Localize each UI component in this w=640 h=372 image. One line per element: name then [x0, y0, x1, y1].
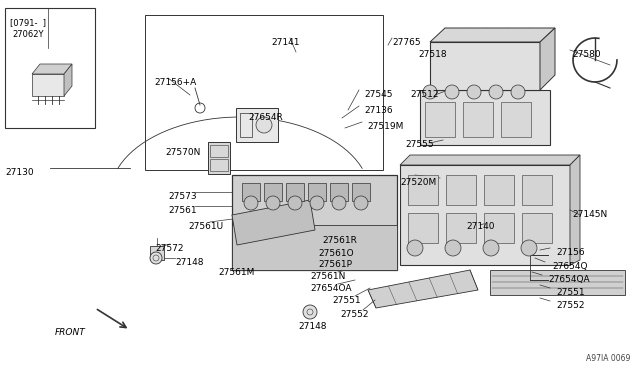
Circle shape [521, 240, 537, 256]
Circle shape [256, 117, 272, 133]
Bar [352, 183, 370, 201]
Bar [240, 113, 252, 137]
Circle shape [150, 252, 162, 264]
Bar [400, 165, 570, 265]
Circle shape [354, 196, 368, 210]
Bar [484, 175, 514, 205]
Text: 27148: 27148 [175, 258, 204, 267]
Text: 27561R: 27561R [322, 236, 357, 245]
Text: 27570N: 27570N [165, 148, 200, 157]
Text: 27654R: 27654R [248, 113, 283, 122]
Circle shape [489, 85, 503, 99]
Circle shape [407, 240, 423, 256]
Text: 27572: 27572 [155, 244, 184, 253]
Polygon shape [540, 28, 555, 90]
Bar [236, 108, 278, 142]
Text: 27156: 27156 [556, 248, 584, 257]
Bar [150, 246, 164, 260]
Text: 27551: 27551 [556, 288, 584, 297]
Circle shape [288, 196, 302, 210]
Polygon shape [32, 74, 64, 96]
Text: 27654OA: 27654OA [310, 284, 351, 293]
Text: 27561U: 27561U [188, 222, 223, 231]
Text: 27552: 27552 [340, 310, 369, 319]
Text: 27140: 27140 [466, 222, 495, 231]
Bar [264, 183, 282, 201]
Polygon shape [490, 270, 625, 295]
Circle shape [244, 196, 258, 210]
Text: 27141: 27141 [271, 38, 300, 47]
Circle shape [266, 196, 280, 210]
Polygon shape [430, 28, 555, 42]
Text: 27136: 27136 [364, 106, 392, 115]
Text: 27561N: 27561N [310, 272, 346, 281]
Text: 27561O: 27561O [318, 249, 354, 258]
Text: 27654QA: 27654QA [548, 275, 589, 284]
Text: 27561P: 27561P [318, 260, 352, 269]
Text: 27580: 27580 [572, 50, 600, 59]
Bar [208, 142, 230, 174]
Text: 27555: 27555 [405, 140, 434, 149]
Text: 27561: 27561 [168, 206, 196, 215]
Bar [210, 145, 228, 157]
Text: 27561M: 27561M [218, 268, 254, 277]
Bar [408, 175, 438, 205]
Polygon shape [232, 200, 315, 245]
Text: 27148: 27148 [298, 322, 326, 331]
Text: 27130: 27130 [5, 168, 34, 177]
Text: 27552: 27552 [556, 301, 584, 310]
Circle shape [445, 240, 461, 256]
Bar [330, 183, 348, 201]
Circle shape [310, 196, 324, 210]
Text: 27765: 27765 [392, 38, 420, 47]
Text: 27512: 27512 [410, 90, 438, 99]
Circle shape [332, 196, 346, 210]
Bar [242, 183, 260, 201]
Text: 27156+A: 27156+A [154, 78, 196, 87]
Bar [286, 183, 304, 201]
Bar [446, 213, 476, 243]
Circle shape [445, 85, 459, 99]
Polygon shape [570, 155, 580, 265]
Polygon shape [72, 5, 635, 365]
Bar [308, 183, 326, 201]
Circle shape [483, 240, 499, 256]
Polygon shape [368, 270, 478, 308]
Text: 27551: 27551 [332, 296, 360, 305]
Polygon shape [400, 155, 580, 165]
Bar [425, 102, 455, 137]
Text: 27518: 27518 [418, 50, 447, 59]
Text: 27145N: 27145N [572, 210, 607, 219]
Text: 27062Y: 27062Y [12, 30, 44, 39]
Polygon shape [64, 64, 72, 96]
Bar [232, 225, 397, 270]
Circle shape [423, 85, 437, 99]
Bar [5, 8, 95, 128]
Circle shape [467, 85, 481, 99]
Bar [522, 175, 552, 205]
Bar [446, 175, 476, 205]
Bar [232, 175, 397, 270]
Bar [430, 42, 540, 90]
Circle shape [303, 305, 317, 319]
Bar [408, 213, 438, 243]
Text: 27573: 27573 [168, 192, 196, 201]
Bar [484, 213, 514, 243]
Text: 27520M: 27520M [400, 178, 436, 187]
Bar [522, 213, 552, 243]
Text: 27519M: 27519M [367, 122, 403, 131]
Bar [501, 102, 531, 137]
Bar [145, 15, 383, 170]
Bar [420, 90, 550, 145]
Text: 27654Q: 27654Q [552, 262, 588, 271]
Bar [210, 159, 228, 171]
Text: A97IA 0069: A97IA 0069 [586, 354, 630, 363]
Text: 27545: 27545 [364, 90, 392, 99]
Text: [0791-  ]: [0791- ] [10, 18, 46, 27]
Bar [463, 102, 493, 137]
Circle shape [511, 85, 525, 99]
Polygon shape [32, 64, 72, 74]
Text: FRONT: FRONT [55, 328, 86, 337]
